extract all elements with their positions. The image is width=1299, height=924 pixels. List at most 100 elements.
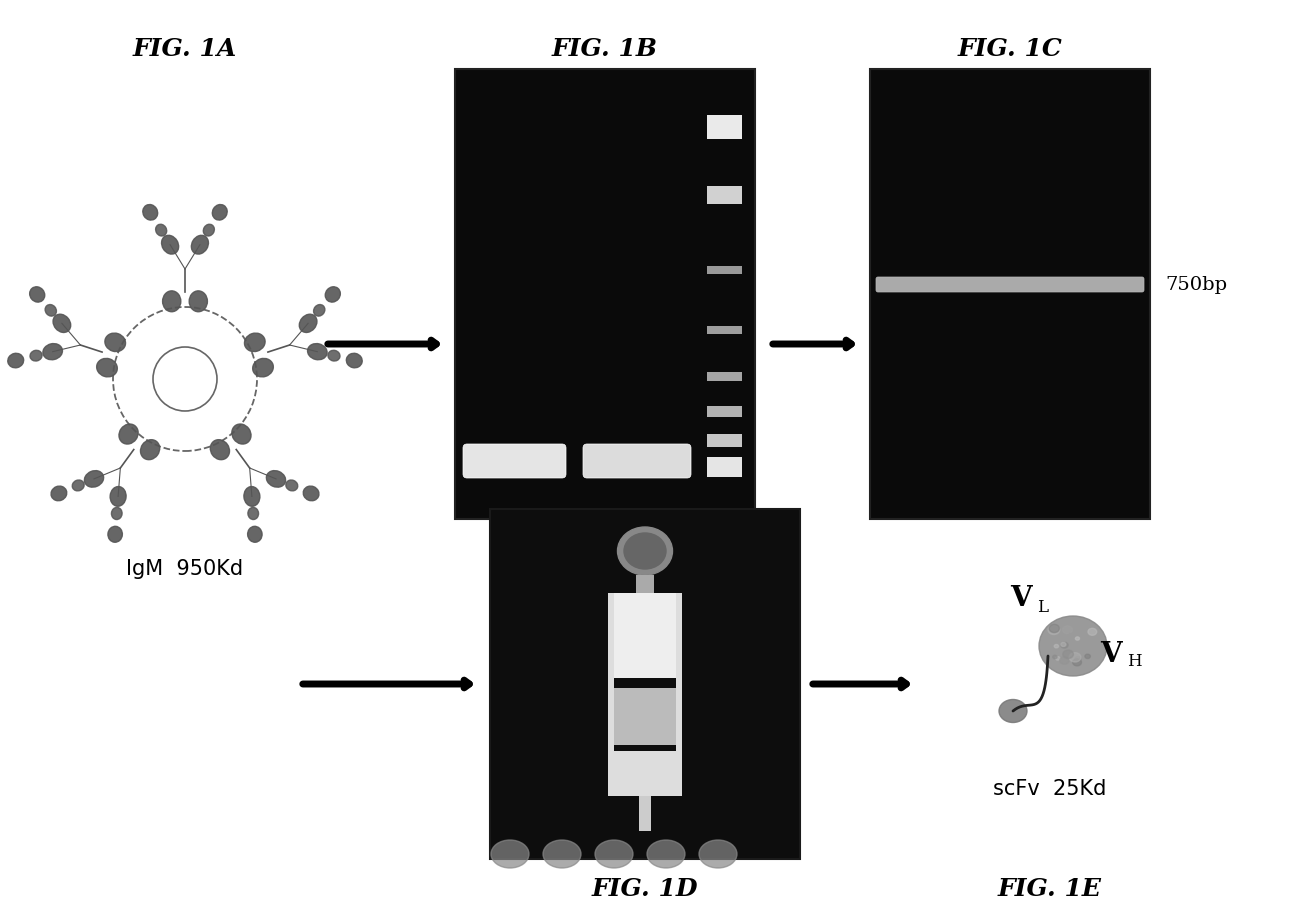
Ellipse shape — [110, 487, 126, 506]
Ellipse shape — [45, 305, 56, 316]
Ellipse shape — [73, 480, 84, 491]
Ellipse shape — [1048, 626, 1060, 635]
Ellipse shape — [43, 344, 62, 359]
Ellipse shape — [162, 291, 181, 311]
Ellipse shape — [1061, 642, 1068, 648]
Ellipse shape — [112, 507, 122, 519]
FancyBboxPatch shape — [639, 796, 651, 831]
Text: FIG. 1E: FIG. 1E — [998, 877, 1102, 901]
Ellipse shape — [253, 359, 273, 377]
Text: FIG. 1C: FIG. 1C — [957, 37, 1063, 61]
Ellipse shape — [156, 225, 166, 236]
Ellipse shape — [140, 440, 160, 459]
FancyBboxPatch shape — [707, 372, 742, 381]
Ellipse shape — [30, 286, 44, 302]
FancyBboxPatch shape — [876, 277, 1144, 292]
FancyBboxPatch shape — [614, 751, 675, 796]
Ellipse shape — [1056, 657, 1060, 660]
Ellipse shape — [624, 533, 666, 569]
Ellipse shape — [617, 527, 673, 575]
Ellipse shape — [1055, 644, 1059, 648]
FancyBboxPatch shape — [707, 266, 742, 274]
FancyBboxPatch shape — [870, 69, 1150, 519]
FancyBboxPatch shape — [707, 434, 742, 447]
Ellipse shape — [1060, 657, 1069, 664]
Ellipse shape — [53, 314, 70, 333]
Ellipse shape — [1074, 656, 1081, 662]
Text: FIG. 1D: FIG. 1D — [592, 877, 699, 901]
Ellipse shape — [1068, 634, 1074, 638]
FancyBboxPatch shape — [455, 69, 755, 519]
Ellipse shape — [999, 699, 1028, 723]
Ellipse shape — [1069, 652, 1081, 663]
FancyBboxPatch shape — [614, 688, 675, 746]
Ellipse shape — [1061, 642, 1066, 647]
Text: IgM  950Kd: IgM 950Kd — [126, 559, 244, 579]
Ellipse shape — [1063, 626, 1073, 634]
Ellipse shape — [204, 225, 214, 236]
FancyBboxPatch shape — [583, 444, 691, 478]
Ellipse shape — [303, 486, 320, 501]
Ellipse shape — [595, 840, 633, 868]
Ellipse shape — [325, 286, 340, 302]
Ellipse shape — [210, 440, 230, 459]
Ellipse shape — [266, 470, 286, 487]
Text: H: H — [1128, 653, 1142, 671]
Ellipse shape — [1063, 650, 1073, 659]
FancyBboxPatch shape — [614, 593, 675, 678]
Ellipse shape — [231, 424, 251, 444]
Ellipse shape — [1085, 654, 1090, 659]
Text: 750bp: 750bp — [1165, 276, 1228, 294]
FancyBboxPatch shape — [707, 406, 742, 417]
FancyBboxPatch shape — [490, 509, 800, 859]
Ellipse shape — [543, 840, 581, 868]
Ellipse shape — [161, 236, 179, 254]
Ellipse shape — [1059, 638, 1065, 643]
Ellipse shape — [248, 527, 262, 542]
Ellipse shape — [51, 486, 66, 501]
Text: scFv  25Kd: scFv 25Kd — [994, 779, 1107, 799]
Ellipse shape — [347, 353, 362, 368]
Ellipse shape — [96, 359, 117, 377]
Ellipse shape — [1050, 625, 1060, 633]
Text: L: L — [1037, 599, 1048, 615]
FancyBboxPatch shape — [707, 186, 742, 204]
Ellipse shape — [491, 840, 529, 868]
Ellipse shape — [299, 314, 317, 333]
Text: FIG. 1B: FIG. 1B — [552, 37, 659, 61]
Ellipse shape — [244, 487, 260, 506]
FancyBboxPatch shape — [707, 115, 742, 139]
FancyBboxPatch shape — [462, 444, 566, 478]
Ellipse shape — [108, 527, 122, 542]
Ellipse shape — [191, 236, 208, 254]
Ellipse shape — [8, 353, 23, 368]
Ellipse shape — [647, 840, 685, 868]
Ellipse shape — [286, 480, 297, 491]
Ellipse shape — [190, 291, 208, 311]
Ellipse shape — [327, 350, 340, 361]
Ellipse shape — [30, 350, 42, 361]
FancyBboxPatch shape — [707, 326, 742, 334]
Ellipse shape — [313, 305, 325, 316]
Ellipse shape — [1039, 616, 1107, 676]
Ellipse shape — [84, 470, 104, 487]
Ellipse shape — [1076, 637, 1079, 640]
Text: FIG. 1A: FIG. 1A — [132, 37, 238, 61]
FancyBboxPatch shape — [637, 575, 653, 593]
FancyBboxPatch shape — [608, 593, 614, 796]
Text: V: V — [1100, 640, 1121, 667]
Ellipse shape — [105, 333, 126, 352]
Ellipse shape — [212, 204, 227, 220]
Ellipse shape — [143, 204, 157, 220]
Ellipse shape — [699, 840, 737, 868]
Ellipse shape — [308, 344, 327, 359]
Ellipse shape — [244, 333, 265, 352]
FancyBboxPatch shape — [675, 593, 682, 796]
FancyBboxPatch shape — [707, 457, 742, 477]
Ellipse shape — [120, 424, 138, 444]
Text: V: V — [1011, 586, 1031, 613]
Ellipse shape — [1052, 655, 1057, 659]
Ellipse shape — [1073, 659, 1082, 666]
Ellipse shape — [248, 507, 259, 519]
Ellipse shape — [1089, 628, 1096, 636]
